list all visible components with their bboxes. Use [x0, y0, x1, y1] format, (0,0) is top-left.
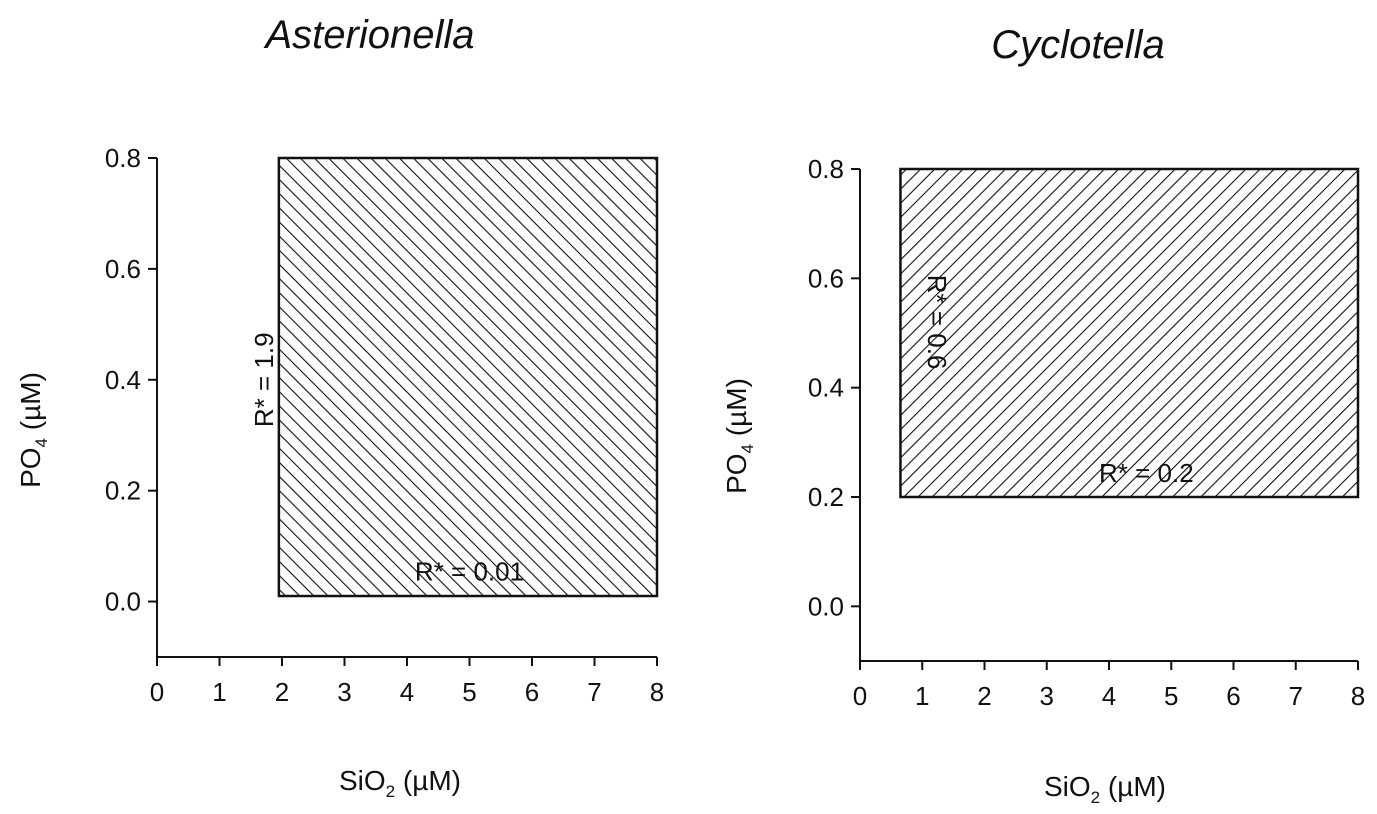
annotations: R* = 0.6 R* = 0.2	[922, 275, 1194, 488]
y-ticks: 0.0 0.2 0.4 0.6 0.8	[105, 143, 157, 617]
x-tick-label: 4	[400, 677, 414, 707]
y-tick-label: 0.4	[105, 365, 141, 395]
x-tick-label: 5	[462, 677, 476, 707]
x-tick-label: 7	[1289, 681, 1303, 711]
x-tick-label: 6	[525, 677, 539, 707]
y-tick-label: 0.6	[105, 254, 141, 284]
x-axis-label: SiO2 (µM)	[339, 765, 461, 801]
x-tick-label: 5	[1164, 681, 1178, 711]
x-tick-label: 3	[337, 677, 351, 707]
y-tick-label: 0.2	[808, 482, 844, 512]
panel-cyclotella: Cyclotella 0.0 0.2 0.4 0.6 0.8 0 1 2 3 4 5 6 7 8 R* …	[721, 23, 1365, 807]
x-tick-label: 1	[915, 681, 929, 711]
r-star-label: R* = 0.2	[1099, 458, 1194, 488]
hatched-region	[899, 167, 1360, 499]
r-star-label: R* = 0.6	[922, 275, 952, 370]
x-tick-label: 7	[587, 677, 601, 707]
y-tick-label: 0.0	[808, 591, 844, 621]
hatched-region	[277, 156, 659, 598]
y-tick-label: 0.0	[105, 587, 141, 617]
x-tick-label: 3	[1040, 681, 1054, 711]
y-tick-label: 0.6	[808, 263, 844, 293]
x-tick-label: 6	[1226, 681, 1240, 711]
x-ticks: 0 1 2 3 4 5 6 7 8	[150, 657, 664, 707]
x-tick-label: 4	[1102, 681, 1116, 711]
x-tick-label: 8	[1351, 681, 1365, 711]
y-axis-label: PO4 (µM)	[721, 378, 757, 494]
x-tick-label: 1	[212, 677, 226, 707]
y-tick-label: 0.4	[808, 373, 844, 403]
x-tick-label: 2	[977, 681, 991, 711]
x-tick-label: 2	[275, 677, 289, 707]
x-ticks: 0 1 2 3 4 5 6 7 8	[853, 661, 1365, 711]
r-star-label: R* = 0.01	[415, 557, 524, 587]
x-tick-label: 0	[150, 677, 164, 707]
y-tick-label: 0.8	[808, 154, 844, 184]
panel-asterionella: Asterionella 0.0 0.2 0.4 0.6 0.8 0 1 2 3 4 5 6 7 8 R…	[15, 13, 664, 801]
x-axis-label: SiO2 (µM)	[1044, 771, 1166, 807]
x-tick-label: 0	[853, 681, 867, 711]
y-axis-label: PO4 (µM)	[15, 372, 51, 488]
x-tick-label: 8	[650, 677, 664, 707]
y-tick-label: 0.2	[105, 476, 141, 506]
r-star-label: R* = 1.9	[249, 332, 279, 427]
y-tick-label: 0.8	[105, 143, 141, 173]
chart-title: Cyclotella	[991, 23, 1164, 67]
annotations: R* = 1.9 R* = 0.01	[249, 332, 524, 586]
chart-title: Asterionella	[263, 13, 474, 57]
y-ticks: 0.0 0.2 0.4 0.6 0.8	[808, 154, 860, 621]
